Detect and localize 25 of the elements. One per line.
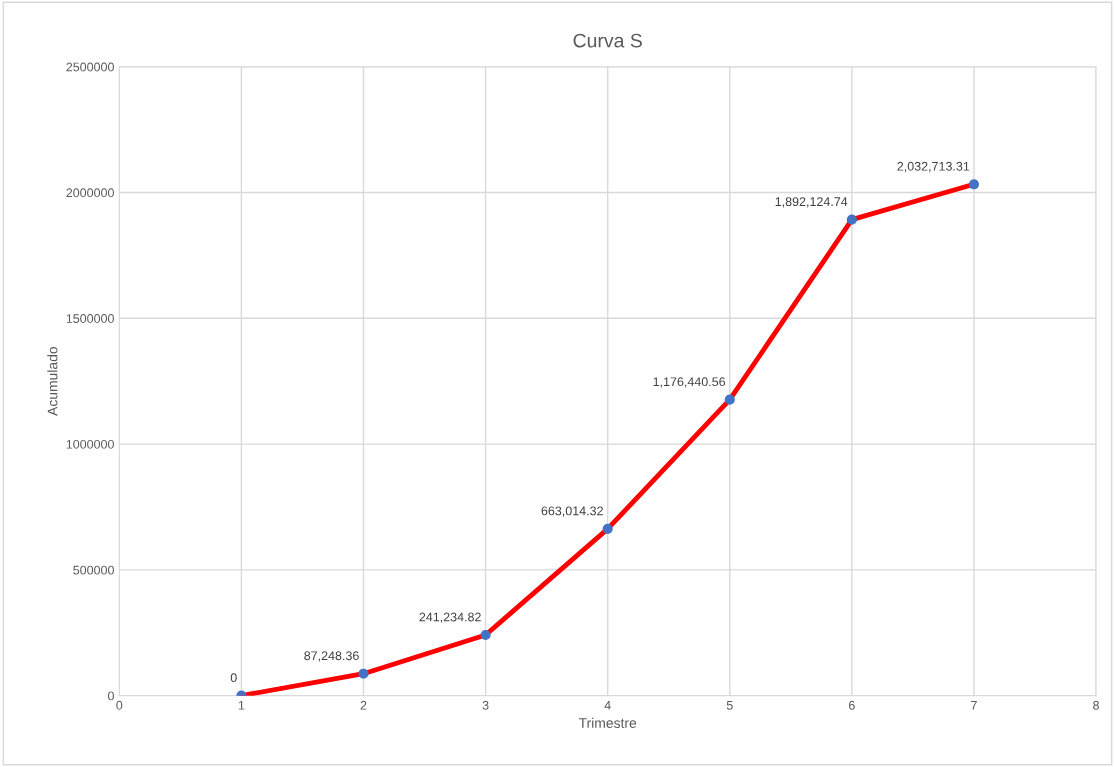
- x-tick-label: 0: [116, 700, 123, 710]
- y-tick-label: 1000000: [66, 439, 114, 449]
- x-tick-label: 7: [971, 700, 977, 710]
- chart-title: Curva S: [573, 33, 642, 48]
- x-axis-title: Trimestre: [578, 717, 637, 728]
- y-tick-label: 2000000: [66, 188, 114, 198]
- data-label: 2,032,713.31: [897, 161, 970, 173]
- y-tick-label: 1500000: [66, 314, 114, 323]
- x-tick-label: 4: [604, 700, 611, 710]
- y-tick-label: 0: [107, 691, 114, 701]
- x-tick-label: 2: [360, 700, 367, 710]
- data-label: 87,248.36: [304, 651, 359, 662]
- y-tick-label: 500000: [73, 565, 114, 575]
- x-tick-label: 1: [238, 700, 245, 710]
- data-label: 241,234.82: [419, 612, 481, 623]
- y-axis-title: Acumulado: [47, 347, 58, 416]
- y-tick-label: 2500000: [66, 62, 114, 72]
- x-tick-label: 5: [726, 700, 733, 710]
- data-label: 663,014.32: [541, 506, 603, 517]
- data-label: 1,176,440.56: [653, 377, 726, 388]
- x-tick-label: 8: [1093, 700, 1099, 710]
- x-tick-label: 6: [849, 700, 855, 710]
- data-label: 0: [230, 673, 237, 683]
- data-label: 1,892,124.74: [775, 197, 848, 208]
- x-tick-label: 3: [482, 700, 489, 710]
